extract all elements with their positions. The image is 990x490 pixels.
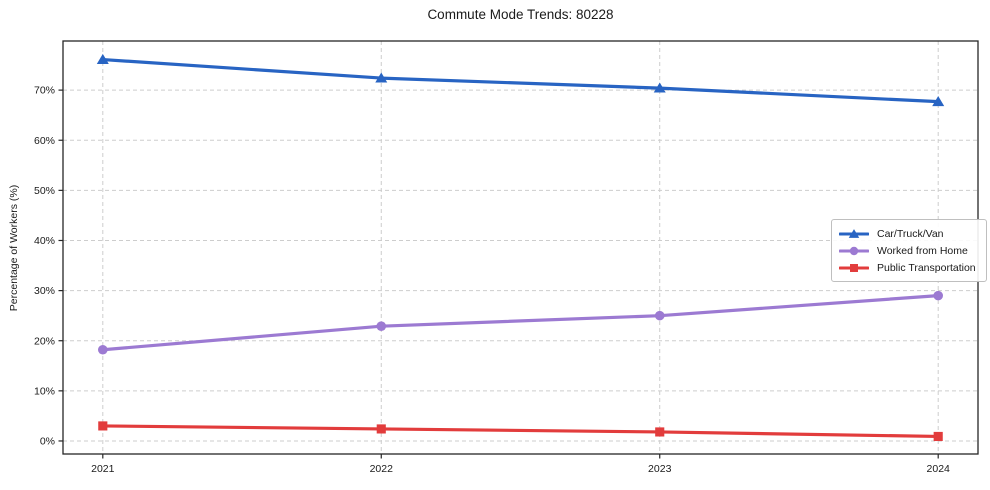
axis-ticks: 0% 10% 20% 30% 40% 50% 60% 70% 2021 2022 2023 2024 [34, 85, 950, 475]
y-tick-label: 20% [34, 335, 55, 347]
y-tick-label: 0% [40, 436, 55, 448]
y-tick-label: 40% [34, 235, 55, 247]
legend-marker [850, 263, 858, 272]
legend-marker [848, 228, 860, 238]
data-point-marker-public-transportation [933, 431, 943, 442]
y-tick-label: 70% [34, 85, 55, 97]
line-square-swatch-icon [839, 261, 869, 275]
y-tick-label: 30% [34, 285, 55, 297]
data-point-marker-car-truck-van [375, 72, 388, 83]
line-circle-swatch-icon [839, 244, 869, 258]
legend-item-public-transportation: Public Transportation [839, 259, 976, 276]
data-point-marker-car-truck-van [653, 82, 666, 93]
line-triangle-swatch-icon [839, 227, 869, 241]
data-point-marker-car-truck-van [932, 96, 945, 107]
legend-label: Worked from Home [877, 244, 968, 257]
data-point-marker-worked-from-home [376, 321, 387, 331]
legend-label: Public Transportation [877, 261, 976, 274]
data-point-marker-car-truck-van [96, 53, 109, 64]
gridlines [63, 41, 978, 454]
legend-label: Car/Truck/Van [877, 227, 944, 240]
legend: Car/Truck/Van Worked from Home Public Tr… [831, 219, 987, 282]
legend-marker [849, 246, 859, 255]
series-car-truck-van [96, 53, 945, 107]
data-point-marker-public-transportation [98, 421, 108, 431]
data-point-marker-worked-from-home [933, 290, 943, 301]
data-point-marker-worked-from-home [654, 310, 665, 321]
series-worked-from-home [98, 290, 943, 355]
x-tick-label: 2024 [927, 463, 951, 475]
y-tick-label: 60% [34, 135, 55, 147]
y-tick-label: 10% [34, 385, 55, 397]
legend-item-worked-from-home: Worked from Home [839, 242, 976, 259]
data-point-marker-public-transportation [655, 427, 665, 437]
data-point-marker-worked-from-home [98, 344, 108, 355]
x-tick-label: 2022 [370, 463, 394, 475]
x-tick-label: 2023 [648, 463, 672, 475]
y-tick-label: 50% [34, 185, 55, 197]
series-line-public-transportation [101, 424, 940, 439]
x-tick-label: 2021 [91, 463, 115, 475]
square-swatch-glyph [839, 263, 869, 272]
chart-title: Commute Mode Trends: 80228 [427, 7, 614, 22]
series-line-car-truck-van [101, 57, 940, 104]
triangle-swatch-glyph [839, 228, 869, 238]
series-public-transportation [98, 421, 943, 442]
data-point-marker-public-transportation [376, 424, 386, 434]
series-line-worked-from-home [101, 294, 940, 352]
legend-item-car-truck-van: Car/Truck/Van [839, 225, 976, 242]
circle-swatch-glyph [839, 246, 869, 255]
